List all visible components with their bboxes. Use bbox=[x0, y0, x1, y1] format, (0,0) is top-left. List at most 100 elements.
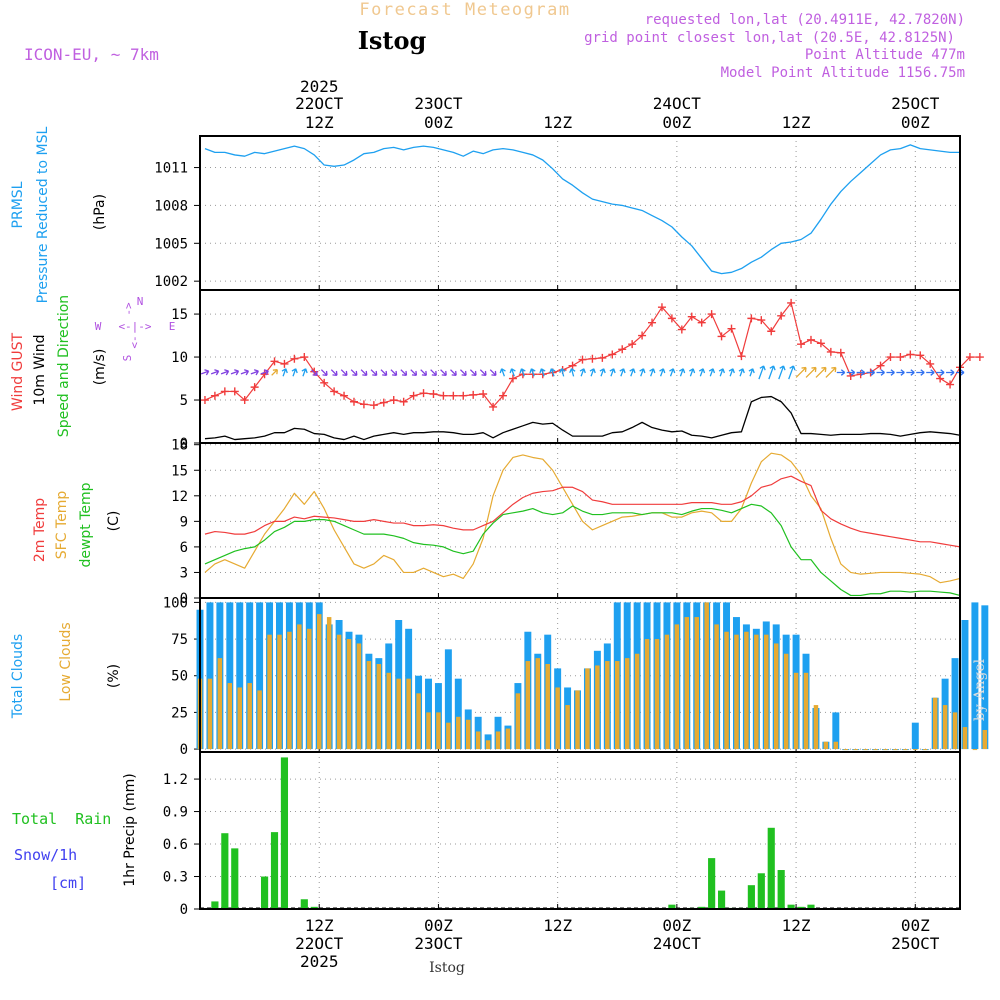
low-cloud-bar bbox=[972, 749, 978, 751]
total-clouds-label: Total Clouds bbox=[10, 634, 26, 719]
wind-direction-arrow bbox=[240, 369, 250, 376]
rain-bar bbox=[698, 906, 706, 909]
wind-direction-arrow bbox=[946, 369, 955, 376]
gust-marker bbox=[469, 390, 478, 399]
rain-bar bbox=[211, 901, 219, 909]
low-cloud-bar bbox=[525, 661, 531, 750]
gust-marker bbox=[459, 391, 468, 400]
temp-ytick-label: 6 bbox=[180, 540, 188, 556]
low-cloud-bar bbox=[247, 683, 252, 750]
wind-direction-arrow bbox=[499, 368, 506, 377]
temp-ytick-label: 18 bbox=[171, 438, 188, 454]
top-date-label: 24OCT bbox=[653, 94, 702, 113]
compass-s-arrow: <- bbox=[128, 335, 141, 348]
wind-direction-arrow bbox=[420, 369, 428, 376]
chart-title: Forecast Meteogram bbox=[359, 0, 570, 20]
rain-bar bbox=[767, 827, 775, 909]
wind-frame bbox=[199, 289, 961, 444]
gust-marker bbox=[886, 353, 895, 362]
wind-direction-arrow bbox=[629, 368, 636, 377]
wind-direction-arrow bbox=[886, 369, 895, 376]
wind-labels: Wind GUST 10m Wind Speed and Direction (… bbox=[10, 294, 175, 437]
low-cloud-bar bbox=[326, 617, 332, 750]
model-label: ICON-EU, ~ 7km bbox=[24, 45, 159, 64]
wind-direction-arrow bbox=[210, 369, 220, 376]
wind-direction-arrow bbox=[856, 369, 866, 376]
wind-direction-arrow bbox=[728, 368, 735, 377]
snow-unit-label: [cm] bbox=[50, 874, 86, 892]
low-cloud-bar bbox=[505, 728, 511, 750]
low-cloud-bar bbox=[545, 664, 550, 750]
rain-bar bbox=[708, 858, 716, 909]
t2m-label: 2m Temp bbox=[32, 498, 48, 562]
wind-direction-arrow bbox=[926, 369, 935, 376]
rain-bar bbox=[807, 904, 815, 909]
low-cloud-bar bbox=[803, 672, 809, 750]
low-cloud-bar bbox=[535, 658, 541, 750]
gust-marker bbox=[320, 378, 329, 387]
wind-ytick-label: 0 bbox=[180, 436, 188, 452]
top-hour-label: 12Z bbox=[543, 113, 572, 132]
temp-frame bbox=[199, 442, 961, 599]
top-date-label: 25OCT bbox=[891, 94, 940, 113]
wind-direction-arrow bbox=[599, 368, 606, 377]
precip-panel: 0 0.3 0.6 0.9 1.2 bbox=[163, 751, 961, 918]
low-cloud-bar bbox=[813, 705, 819, 750]
rain-bar bbox=[777, 870, 785, 909]
gust-marker bbox=[896, 353, 905, 362]
wind-direction-arrow bbox=[380, 369, 388, 376]
temp-ytick-label: 15 bbox=[171, 463, 188, 479]
pressure-frame bbox=[199, 135, 961, 291]
low-cloud-bar bbox=[257, 690, 262, 750]
pressure-ytick-label: 1002 bbox=[154, 274, 188, 290]
wind-direction-arrow bbox=[866, 369, 875, 376]
gust-marker bbox=[965, 353, 974, 362]
top-hour-label: 00Z bbox=[424, 113, 453, 132]
wind-direction-arrow bbox=[569, 368, 576, 377]
wind-direction-arrow bbox=[260, 369, 269, 376]
wind-panel: 0 5 10 15 bbox=[171, 289, 984, 452]
wind-direction-arrow bbox=[519, 368, 526, 377]
total-cloud-bar bbox=[971, 602, 979, 750]
gust-marker bbox=[946, 380, 955, 389]
wind-direction-arrow bbox=[579, 368, 586, 377]
rain-bar bbox=[747, 885, 755, 909]
wind-direction-arrow bbox=[589, 368, 596, 377]
compass-e: E bbox=[169, 320, 176, 333]
low-cloud-bar bbox=[704, 602, 709, 750]
wind-direction-arrow bbox=[220, 369, 230, 376]
total-rain-label: Total Rain bbox=[12, 810, 111, 828]
gust-marker bbox=[270, 357, 279, 366]
temp-ytick-label: 9 bbox=[180, 514, 188, 530]
gust-marker bbox=[349, 397, 358, 406]
rain-bar bbox=[797, 906, 805, 909]
temp-ytick-label: 3 bbox=[180, 565, 188, 581]
wind-direction-arrow bbox=[350, 369, 358, 376]
gust-marker bbox=[717, 332, 726, 341]
low-cloud-bar bbox=[575, 690, 580, 750]
low-cloud-bar bbox=[942, 705, 948, 750]
low-cloud-bar bbox=[297, 624, 302, 750]
clouds-ytick-label: 50 bbox=[171, 669, 188, 685]
top-hour-label: 00Z bbox=[901, 113, 930, 132]
low-cloud-bar bbox=[893, 749, 898, 751]
snow-label: Snow/1h bbox=[14, 846, 77, 864]
grid-point-coords: grid point closest lon,lat (20.5E, 42.81… bbox=[584, 30, 955, 46]
wind-10m-label: 10m Wind bbox=[32, 334, 48, 405]
top-year-label: 2025 bbox=[300, 77, 339, 96]
gust-marker bbox=[489, 402, 498, 411]
gust-marker bbox=[767, 327, 776, 336]
wind-direction-arrow bbox=[559, 368, 566, 377]
wind-direction-label: Speed and Direction bbox=[56, 295, 72, 437]
low-cloud-bar bbox=[237, 687, 242, 750]
temp-unit: (C) bbox=[106, 511, 122, 532]
low-cloud-bar bbox=[376, 664, 382, 750]
gust-marker bbox=[250, 383, 259, 392]
low-cloud-bar bbox=[654, 639, 660, 750]
wind-direction-arrow bbox=[469, 369, 477, 376]
low-cloud-bar bbox=[982, 730, 988, 750]
dewpt-label: dewpt Temp bbox=[78, 482, 94, 567]
total-cloud-bar bbox=[981, 605, 989, 750]
